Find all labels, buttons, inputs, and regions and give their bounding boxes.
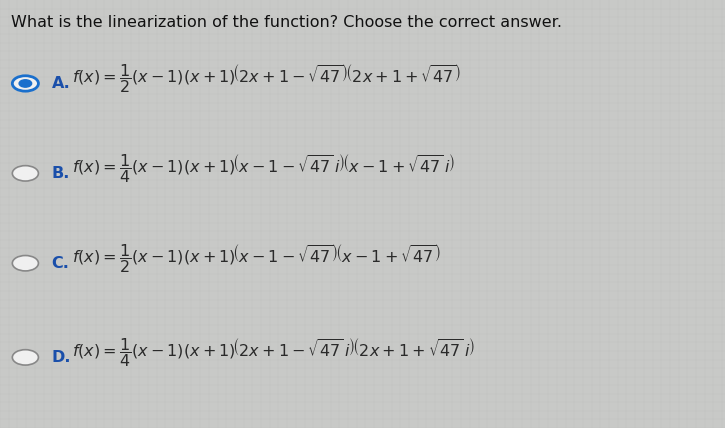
Text: $f(x)=\dfrac{1}{4}(x-1)(x+1)\!\left(2x+1-\sqrt{47}\,i\right)\!\left(2x+1+\sqrt{4: $f(x)=\dfrac{1}{4}(x-1)(x+1)\!\left(2x+1… bbox=[72, 336, 475, 369]
Circle shape bbox=[12, 76, 38, 91]
Text: $f(x)=\dfrac{1}{2}(x-1)(x+1)\!\left(2x+1-\sqrt{47}\right)\!\left(2x+1+\sqrt{47}\: $f(x)=\dfrac{1}{2}(x-1)(x+1)\!\left(2x+1… bbox=[72, 62, 461, 95]
Text: D.: D. bbox=[51, 350, 71, 365]
Text: What is the linearization of the function? Choose the correct answer.: What is the linearization of the functio… bbox=[11, 15, 562, 30]
Text: $f(x)=\dfrac{1}{2}(x-1)(x+1)\!\left(x-1-\sqrt{47}\right)\!\left(x-1+\sqrt{47}\ri: $f(x)=\dfrac{1}{2}(x-1)(x+1)\!\left(x-1-… bbox=[72, 242, 441, 275]
Circle shape bbox=[12, 256, 38, 271]
Text: C.: C. bbox=[51, 256, 70, 271]
Circle shape bbox=[12, 166, 38, 181]
Text: A.: A. bbox=[51, 76, 70, 91]
Text: $f(x)=\dfrac{1}{4}(x-1)(x+1)\!\left(x-1-\sqrt{47}\,i\right)\!\left(x-1+\sqrt{47}: $f(x)=\dfrac{1}{4}(x-1)(x+1)\!\left(x-1-… bbox=[72, 152, 455, 185]
Circle shape bbox=[12, 350, 38, 365]
Circle shape bbox=[19, 80, 32, 87]
Text: B.: B. bbox=[51, 166, 70, 181]
